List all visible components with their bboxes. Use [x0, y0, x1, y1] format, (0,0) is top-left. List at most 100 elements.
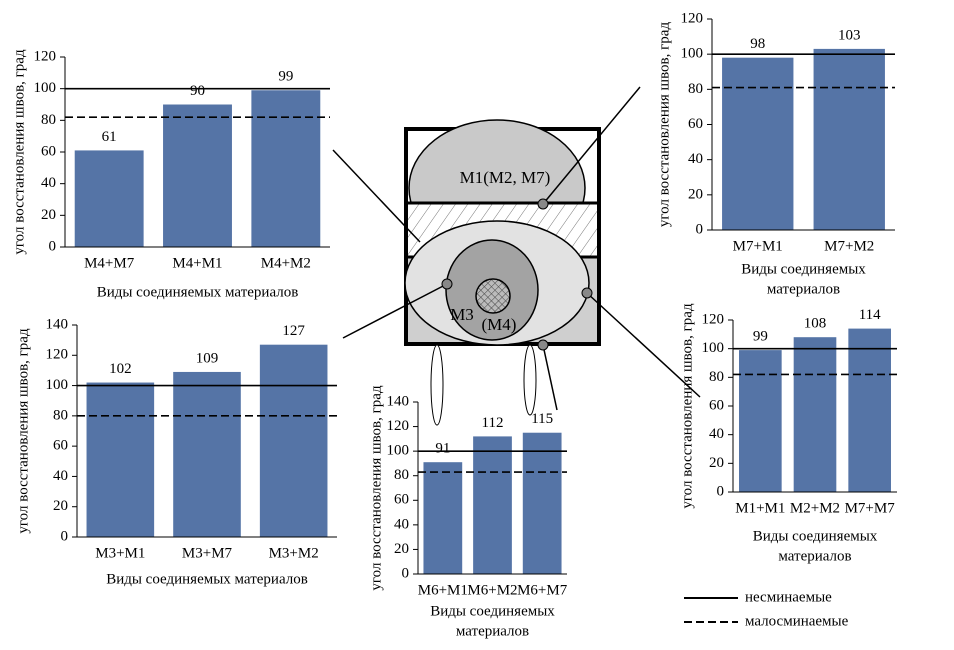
x-tick-label: M4+M1	[172, 255, 222, 271]
y-tick-label: 80	[709, 369, 724, 385]
y-tick-label: 140	[46, 316, 69, 332]
y-tick-label: 0	[717, 483, 725, 499]
x-tick-label: M7+M2	[824, 238, 874, 254]
x-axis-label: материалов	[456, 623, 529, 639]
bar	[523, 433, 562, 574]
y-tick-label: 20	[53, 498, 68, 514]
y-tick-label: 40	[41, 175, 56, 191]
page: M1(M2, M7) M3 (M4) 61 M4+M7 90 M4+M1 99 M4+M2…	[0, 0, 954, 650]
x-tick-label: M6+M2	[467, 582, 517, 598]
y-tick-label: 60	[41, 143, 56, 159]
x-axis-label: Виды соединяемых материалов	[97, 284, 299, 300]
y-tick-label: 0	[696, 221, 704, 237]
y-axis-label: угол восстановления швов, град	[368, 385, 384, 591]
x-tick-label: M6+M7	[517, 582, 568, 598]
y-tick-label: 100	[387, 443, 410, 459]
y-axis-label: угол восстановления швов, град	[11, 49, 27, 255]
figure: M1(M2, M7) M3 (M4) 61 M4+M7 90 M4+M1 99 M4+M2…	[0, 0, 954, 650]
y-tick-label: 80	[41, 112, 56, 128]
y-tick-label: 40	[688, 151, 703, 167]
y-tick-label: 20	[41, 207, 56, 223]
diagram-label: M3	[450, 305, 474, 324]
garment-diagram: M1(M2, M7) M3 (M4)	[333, 87, 700, 425]
value-label: 108	[804, 316, 827, 332]
x-tick-label: M3+M1	[95, 545, 145, 561]
value-label: 112	[482, 415, 504, 431]
y-tick-label: 100	[46, 377, 69, 393]
value-label: 99	[753, 329, 768, 345]
y-tick-label: 0	[49, 238, 57, 254]
y-axis-label: угол восстановления швов, град	[656, 22, 672, 228]
x-tick-label: M4+M2	[261, 255, 311, 271]
y-axis-label: угол восстановления швов, град	[679, 303, 695, 509]
bar	[163, 105, 232, 248]
value-label: 114	[859, 307, 881, 323]
y-tick-label: 80	[394, 467, 409, 483]
x-tick-label: M7+M7	[845, 500, 896, 516]
bar	[848, 329, 891, 492]
diagram-label: (M4)	[482, 315, 517, 334]
y-tick-label: 60	[709, 397, 724, 413]
x-tick-label: M1+M1	[735, 500, 785, 516]
bar	[87, 383, 155, 537]
y-tick-label: 60	[394, 492, 409, 508]
x-tick-label: M2+M2	[790, 500, 840, 516]
bar	[739, 350, 782, 492]
value-label: 127	[282, 323, 305, 339]
y-tick-label: 40	[394, 516, 409, 532]
y-axis-label: угол восстановления швов, град	[15, 328, 31, 534]
x-tick-label: M4+M7	[84, 255, 135, 271]
diagram-label: M1(M2, M7)	[460, 168, 551, 187]
value-label: 91	[435, 441, 450, 457]
y-tick-label: 120	[46, 347, 69, 363]
y-tick-label: 80	[688, 81, 703, 97]
y-tick-label: 0	[402, 565, 410, 581]
y-tick-label: 120	[34, 48, 57, 64]
x-axis-label: Виды соединяемых	[753, 528, 878, 544]
bar	[794, 337, 837, 492]
value-label: 103	[838, 27, 861, 43]
x-axis-label: материалов	[778, 548, 851, 564]
y-tick-label: 60	[53, 438, 68, 454]
x-axis-label: Виды соединяемых	[741, 261, 866, 277]
bar	[423, 462, 462, 574]
x-axis-label: Виды соединяемых	[430, 603, 555, 619]
bar	[251, 90, 320, 247]
value-label: 99	[278, 69, 293, 85]
legend-label: малосминаемые	[745, 613, 849, 629]
y-tick-label: 100	[681, 46, 704, 62]
x-tick-label: M7+M1	[733, 238, 783, 254]
value-label: 98	[750, 36, 765, 52]
y-tick-label: 60	[688, 116, 703, 132]
value-label: 90	[190, 83, 205, 99]
value-label: 109	[196, 350, 219, 366]
x-axis-label: материалов	[767, 281, 840, 297]
x-axis-label: Виды соединяемых материалов	[106, 571, 308, 587]
legend-label: несминаемые	[745, 589, 832, 605]
value-label: 115	[531, 411, 553, 427]
bar	[814, 49, 885, 230]
y-tick-label: 120	[681, 10, 704, 26]
y-tick-label: 20	[394, 541, 409, 557]
y-tick-label: 140	[387, 393, 410, 409]
y-tick-label: 120	[702, 311, 725, 327]
y-tick-label: 40	[53, 468, 68, 484]
bar	[173, 372, 241, 537]
bar	[260, 345, 328, 537]
bar	[722, 58, 793, 230]
x-tick-label: M6+M1	[418, 582, 468, 598]
y-tick-label: 40	[709, 426, 724, 442]
y-tick-label: 20	[688, 186, 703, 202]
y-tick-label: 0	[61, 528, 69, 544]
bar	[473, 436, 512, 574]
y-tick-label: 100	[34, 80, 57, 96]
y-tick-label: 20	[709, 455, 724, 471]
value-label: 102	[109, 361, 132, 377]
value-label: 61	[102, 129, 117, 145]
y-tick-label: 120	[387, 418, 410, 434]
x-tick-label: M3+M7	[182, 545, 233, 561]
y-tick-label: 80	[53, 407, 68, 423]
y-tick-label: 100	[702, 340, 725, 356]
bar	[75, 150, 144, 247]
x-tick-label: M3+M2	[269, 545, 319, 561]
